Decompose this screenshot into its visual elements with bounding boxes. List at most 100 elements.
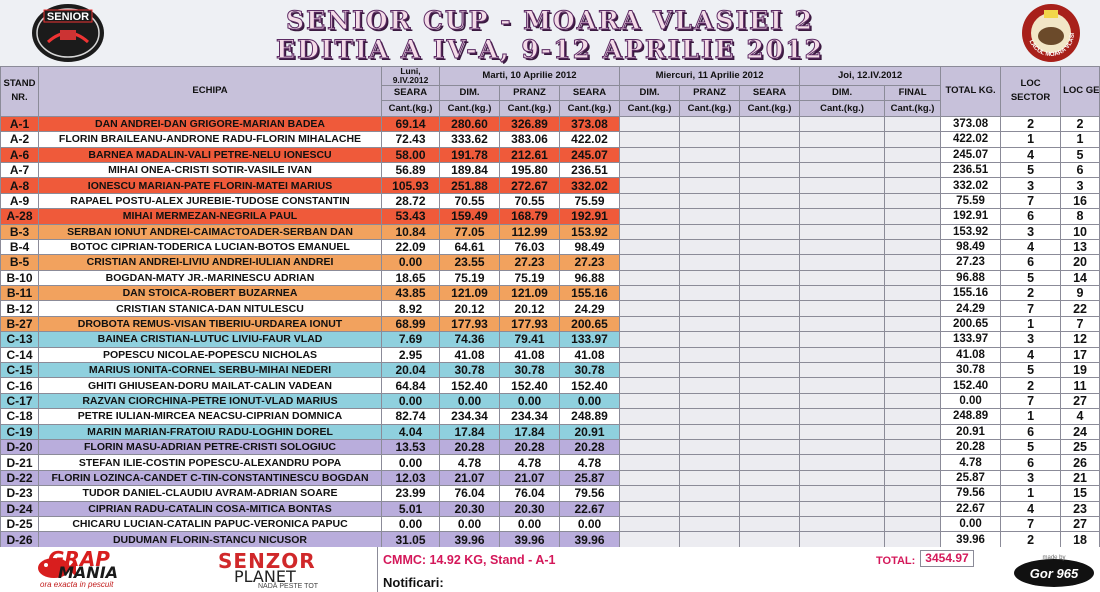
dim3-cell [619,223,681,240]
dim4-cell [799,438,886,456]
pranz2-cell: 70.55 [499,192,560,210]
seara2-cell: 236.51 [558,161,621,179]
pranz2-cell: 17.84 [499,423,560,440]
seara1-cell: 0.00 [381,254,440,271]
seara1-cell: 68.99 [381,315,440,333]
pranz3-cell [679,223,741,240]
stand-cell: B-27 [0,315,39,333]
seara1-cell: 31.05 [381,531,440,548]
pranz2-cell: 152.40 [499,377,560,394]
pranz3-cell [679,362,741,379]
dim3-cell [619,408,681,425]
table-row: C-18 PETRE IULIAN-MIRCEA NEACSU-CIPRIAN D… [0,408,1100,425]
table-row: C-16 GHITI GHIUSEAN-DORU MAILAT-CALIN VAD… [0,377,1100,394]
seara3-cell [739,438,801,456]
stand-cell: C-14 [0,346,39,364]
table-row: B-11 DAN STOICA-ROBERT BUZARNEA 43.85 121.0… [0,285,1100,302]
table-row: A-6 BARNEA MADALIN-VALI PETRE-NELU IONESC… [0,146,1100,163]
final4-cell [884,208,942,225]
loc-sector-cell: 7 [1000,192,1062,210]
gor-small: made by [1042,555,1065,561]
dim3-cell [619,485,681,502]
table-row: D-23 TUDOR DANIEL-CLAUDIU AVRAM-ADRIAN SO… [0,485,1100,502]
team-cell: FLORIN MASU-ADRIAN PETRE-CRISTI SOLOGIUC [38,438,382,456]
total-cell: 4.78 [940,454,1002,471]
seara1-cell: 12.03 [381,469,440,487]
total-cell: 152.40 [940,377,1002,394]
col-team: ECHIPA [38,66,382,117]
team-cell: SERBAN IONUT ANDREI-CAIMACTOADER-SERBAN … [38,223,382,240]
table-row: C-17 RAZVAN CIORCHINA-PETRE IONUT-VLAD MA… [0,392,1100,410]
seara1-cell: 4.04 [381,423,440,440]
table-row: D-20 FLORIN MASU-ADRIAN PETRE-CRISTI SOLO… [0,438,1100,456]
dim2-cell: 74.36 [439,331,500,348]
loc-sector-cell: 5 [1000,269,1062,287]
seara1-cell: 28.72 [381,192,440,210]
pranz2-cell: 4.78 [499,454,560,471]
final4-cell [884,285,942,302]
seara2-cell: 245.07 [558,146,621,163]
table-row: D-25 CHICARU LUCIAN-CATALIN PAPUC-VERONIC… [0,515,1100,533]
seara3-cell [739,238,801,256]
pranz2-cell: 39.96 [499,531,560,548]
pranz3-cell [679,192,741,210]
team-cell: FLORIN LOZINCA-CANDET C-TIN-CONSTANTINES… [38,469,382,487]
senzor-tagline: NADĂ PESTE TOT [258,583,319,590]
col-seara3: SEARA [739,84,801,102]
stand-cell: D-25 [0,515,39,533]
unit-label: Cant.(kg.) [381,100,440,117]
total-cell: 96.88 [940,269,1002,287]
loc-gen-cell: 25 [1060,438,1100,456]
pranz2-cell: 21.07 [499,469,560,487]
dim3-cell [619,315,681,333]
team-cell: TUDOR DANIEL-CLAUDIU AVRAM-ADRIAN SOARE [38,485,382,502]
final4-cell [884,377,942,394]
table-row: D-22 FLORIN LOZINCA-CANDET C-TIN-CONSTANT… [0,469,1100,487]
final4-cell [884,269,942,287]
dim2-cell: 121.09 [439,285,500,302]
pranz2-cell: 30.78 [499,362,560,379]
seara3-cell [739,408,801,425]
final4-cell [884,331,942,348]
loc-sector-cell: 2 [1000,377,1062,394]
dim2-cell: 77.05 [439,223,500,240]
table-row: B-3 SERBAN IONUT ANDREI-CAIMACTOADER-SERB… [0,223,1100,240]
seara2-cell: 4.78 [558,454,621,471]
dim4-cell [799,131,886,148]
loc-sector-cell: 4 [1000,146,1062,163]
page-footer: GRAP MANIA ora exacta in pescuit SENZOR … [0,547,1100,592]
seara1-cell: 20.04 [381,362,440,379]
fish-icon [38,558,76,578]
pranz2-cell: 41.08 [499,346,560,364]
pranz2-cell: 168.79 [499,208,560,225]
dim4-cell [799,331,886,348]
stand-cell: C-16 [0,377,39,394]
col-day1: Luni, 9.IV.2012 [381,66,440,86]
stand-cell: C-18 [0,408,39,425]
final4-cell [884,408,942,425]
grap-tagline: ora exacta in pescuit [40,580,114,589]
dim3-cell [619,362,681,379]
loc-sector-cell: 4 [1000,346,1062,364]
loc-gen-cell: 14 [1060,269,1100,287]
pranz3-cell [679,131,741,148]
table-row: A-7 MIHAI ONEA-CRISTI SOTIR-VASILE IVAN 56… [0,161,1100,179]
loc-gen-cell: 13 [1060,238,1100,256]
final4-cell [884,469,942,487]
loc-sector-cell: 4 [1000,500,1062,517]
loc-sector-cell: 3 [1000,469,1062,487]
col-final4: FINAL [884,84,942,102]
stand-cell: B-11 [0,285,39,302]
col-pranz2: PRANZ [499,84,560,102]
loc-sector-cell: 1 [1000,131,1062,148]
pranz3-cell [679,177,741,194]
team-cell: POPESCU NICOLAE-POPESCU NICHOLAS [38,346,382,364]
loc-sector-cell: 5 [1000,362,1062,379]
seara2-cell: 155.16 [558,285,621,302]
dim4-cell [799,115,886,133]
team-cell: MIHAI ONEA-CRISTI SOTIR-VASILE IVAN [38,161,382,179]
dim4-cell [799,500,886,517]
stand-cell: D-22 [0,469,39,487]
loc-sector-cell: 1 [1000,408,1062,425]
loc-gen-cell: 23 [1060,500,1100,517]
